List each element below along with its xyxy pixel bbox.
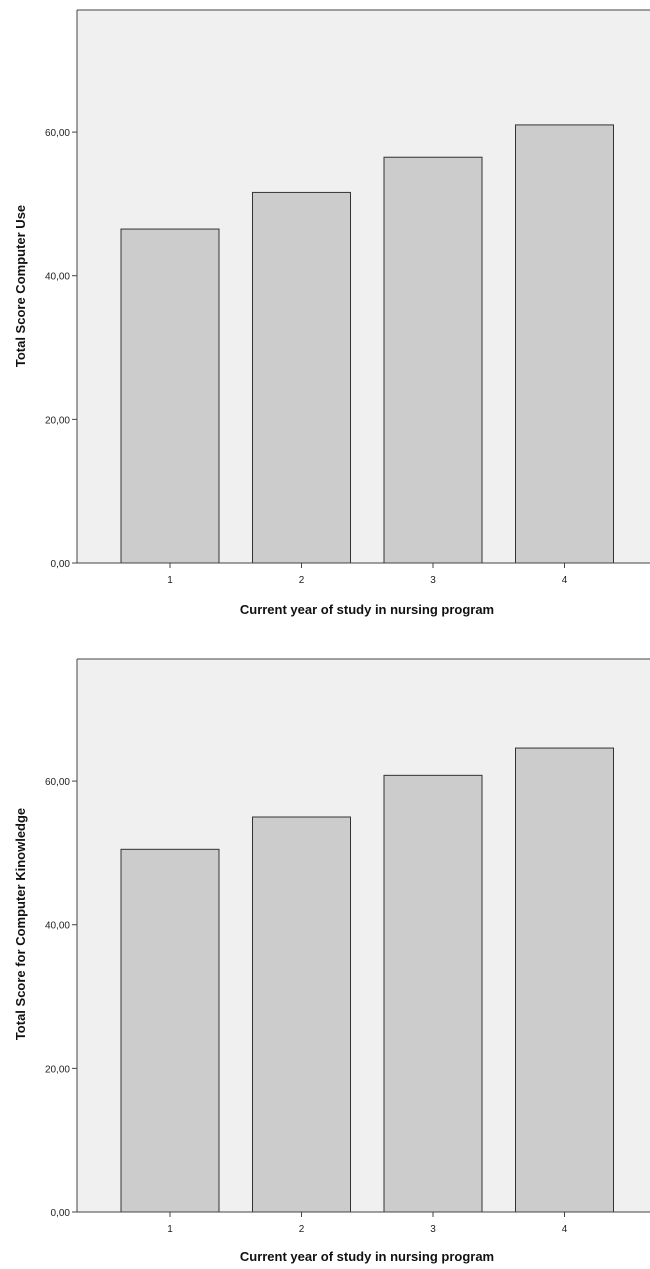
x-tick-label: 2: [299, 575, 305, 586]
x-ticks-group: 1 2 3 4: [167, 1212, 568, 1235]
bar-year-3: [383, 774, 483, 1213]
bar-year-2: [252, 191, 351, 564]
bar-year-1: [120, 228, 220, 564]
y-ticks-group: 0,00 20,00 40,00 60,00: [45, 128, 77, 570]
y-tick-label: 0,00: [51, 559, 71, 570]
x-axis-title: Current year of study in nursing program: [240, 602, 494, 617]
bar-year-3: [383, 156, 483, 564]
x-tick-label: 3: [430, 575, 436, 586]
y-axis-title: Total Score for Computer Kinowledge: [13, 808, 28, 1040]
y-tick-label: 0,00: [51, 1208, 71, 1219]
x-tick-label: 2: [299, 1224, 305, 1235]
bars-group: [120, 747, 614, 1213]
bar-chart-computer-knowledge: 0,00 20,00 40,00 60,00 1 2 3 4 Current year of…: [13, 658, 650, 1264]
y-tick-label: 20,00: [45, 1064, 70, 1075]
x-tick-label: 3: [430, 1224, 436, 1235]
y-tick-label: 60,00: [45, 777, 70, 788]
bar-year-4: [515, 747, 614, 1213]
bar-year-2: [252, 816, 351, 1213]
y-ticks-group: 0,00 20,00 40,00 60,00: [45, 777, 77, 1219]
x-tick-label: 1: [167, 1224, 173, 1235]
y-axis-title: Total Score Computer Use: [13, 205, 28, 367]
x-tick-label: 1: [167, 575, 173, 586]
bar-year-4: [515, 124, 614, 564]
bar-year-1: [120, 848, 220, 1213]
x-ticks-group: 1 2 3 4: [167, 563, 568, 586]
x-tick-label: 4: [562, 1224, 568, 1235]
bars-group: [120, 124, 614, 564]
y-tick-label: 40,00: [45, 272, 70, 283]
x-tick-label: 4: [562, 575, 568, 586]
y-tick-label: 60,00: [45, 128, 70, 139]
y-tick-label: 20,00: [45, 415, 70, 426]
bar-chart-computer-use: 0,00 20,00 40,00 60,00 1 2 3 4 Current year of…: [13, 9, 650, 617]
x-axis-title: Current year of study in nursing program: [240, 1249, 494, 1264]
y-tick-label: 40,00: [45, 921, 70, 932]
